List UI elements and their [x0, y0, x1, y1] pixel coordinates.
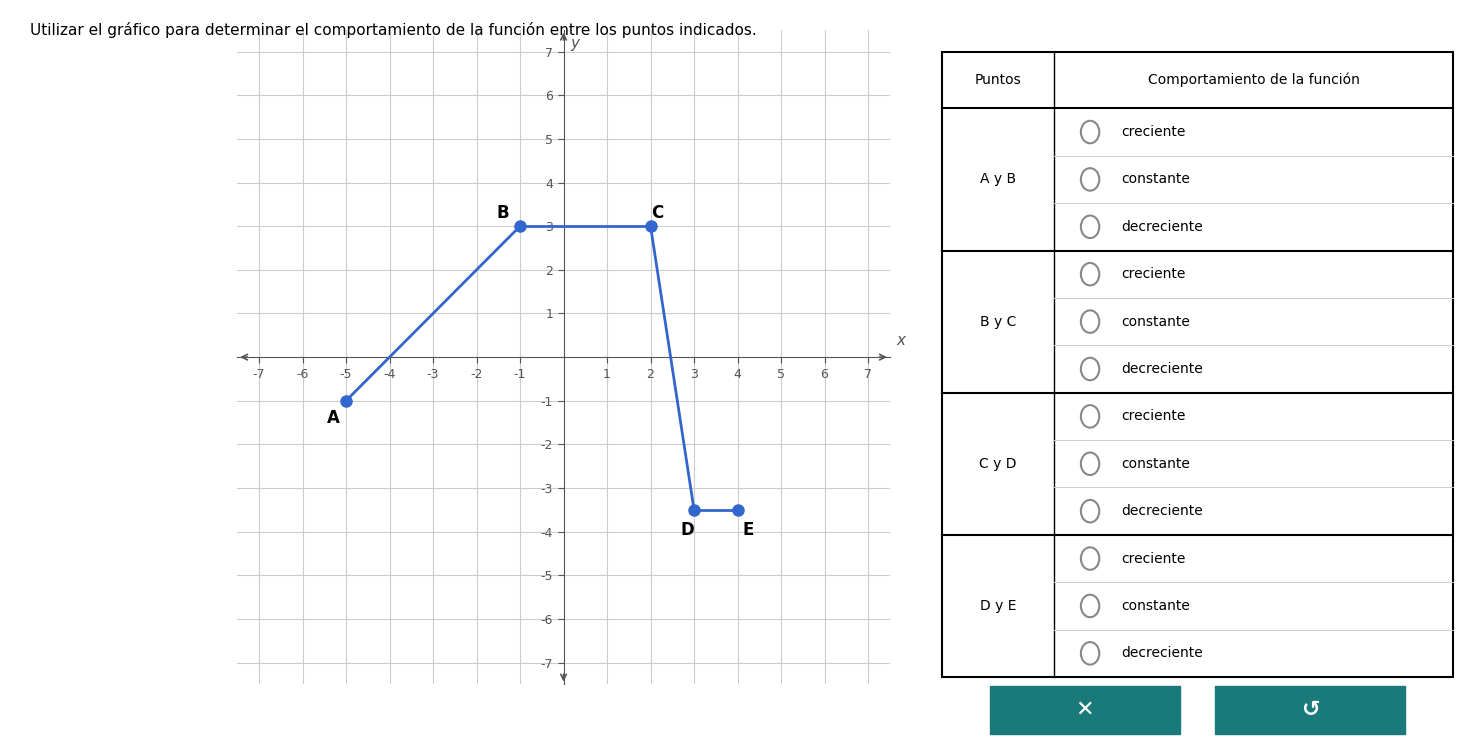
Text: C y D: C y D: [979, 457, 1017, 471]
Text: creciente: creciente: [1121, 409, 1185, 423]
Text: constante: constante: [1121, 315, 1189, 329]
Text: decreciente: decreciente: [1121, 362, 1203, 376]
Text: y: y: [569, 36, 578, 51]
Text: decreciente: decreciente: [1121, 219, 1203, 234]
Text: decreciente: decreciente: [1121, 647, 1203, 661]
Text: Comportamiento de la función: Comportamiento de la función: [1148, 73, 1360, 88]
Text: C: C: [651, 204, 663, 222]
Text: ↺: ↺: [1301, 700, 1320, 719]
Text: constante: constante: [1121, 457, 1189, 471]
Text: creciente: creciente: [1121, 125, 1185, 139]
Text: x: x: [896, 333, 905, 348]
Text: A: A: [326, 409, 340, 427]
Text: E: E: [743, 521, 755, 539]
FancyBboxPatch shape: [1216, 686, 1404, 734]
Text: B y C: B y C: [980, 315, 1016, 329]
Text: A y B: A y B: [980, 173, 1016, 187]
Text: decreciente: decreciente: [1121, 504, 1203, 518]
Text: B: B: [497, 204, 509, 222]
Text: Puntos: Puntos: [974, 73, 1022, 87]
Text: Utilizar el gráfico para determinar el comportamiento de la función entre los pu: Utilizar el gráfico para determinar el c…: [30, 22, 756, 39]
Text: constante: constante: [1121, 173, 1189, 187]
Text: D: D: [681, 521, 694, 539]
FancyBboxPatch shape: [991, 686, 1179, 734]
Text: D y E: D y E: [980, 599, 1016, 613]
Text: ✕: ✕: [1075, 700, 1094, 719]
Text: creciente: creciente: [1121, 267, 1185, 281]
Text: constante: constante: [1121, 599, 1189, 613]
Text: creciente: creciente: [1121, 551, 1185, 565]
